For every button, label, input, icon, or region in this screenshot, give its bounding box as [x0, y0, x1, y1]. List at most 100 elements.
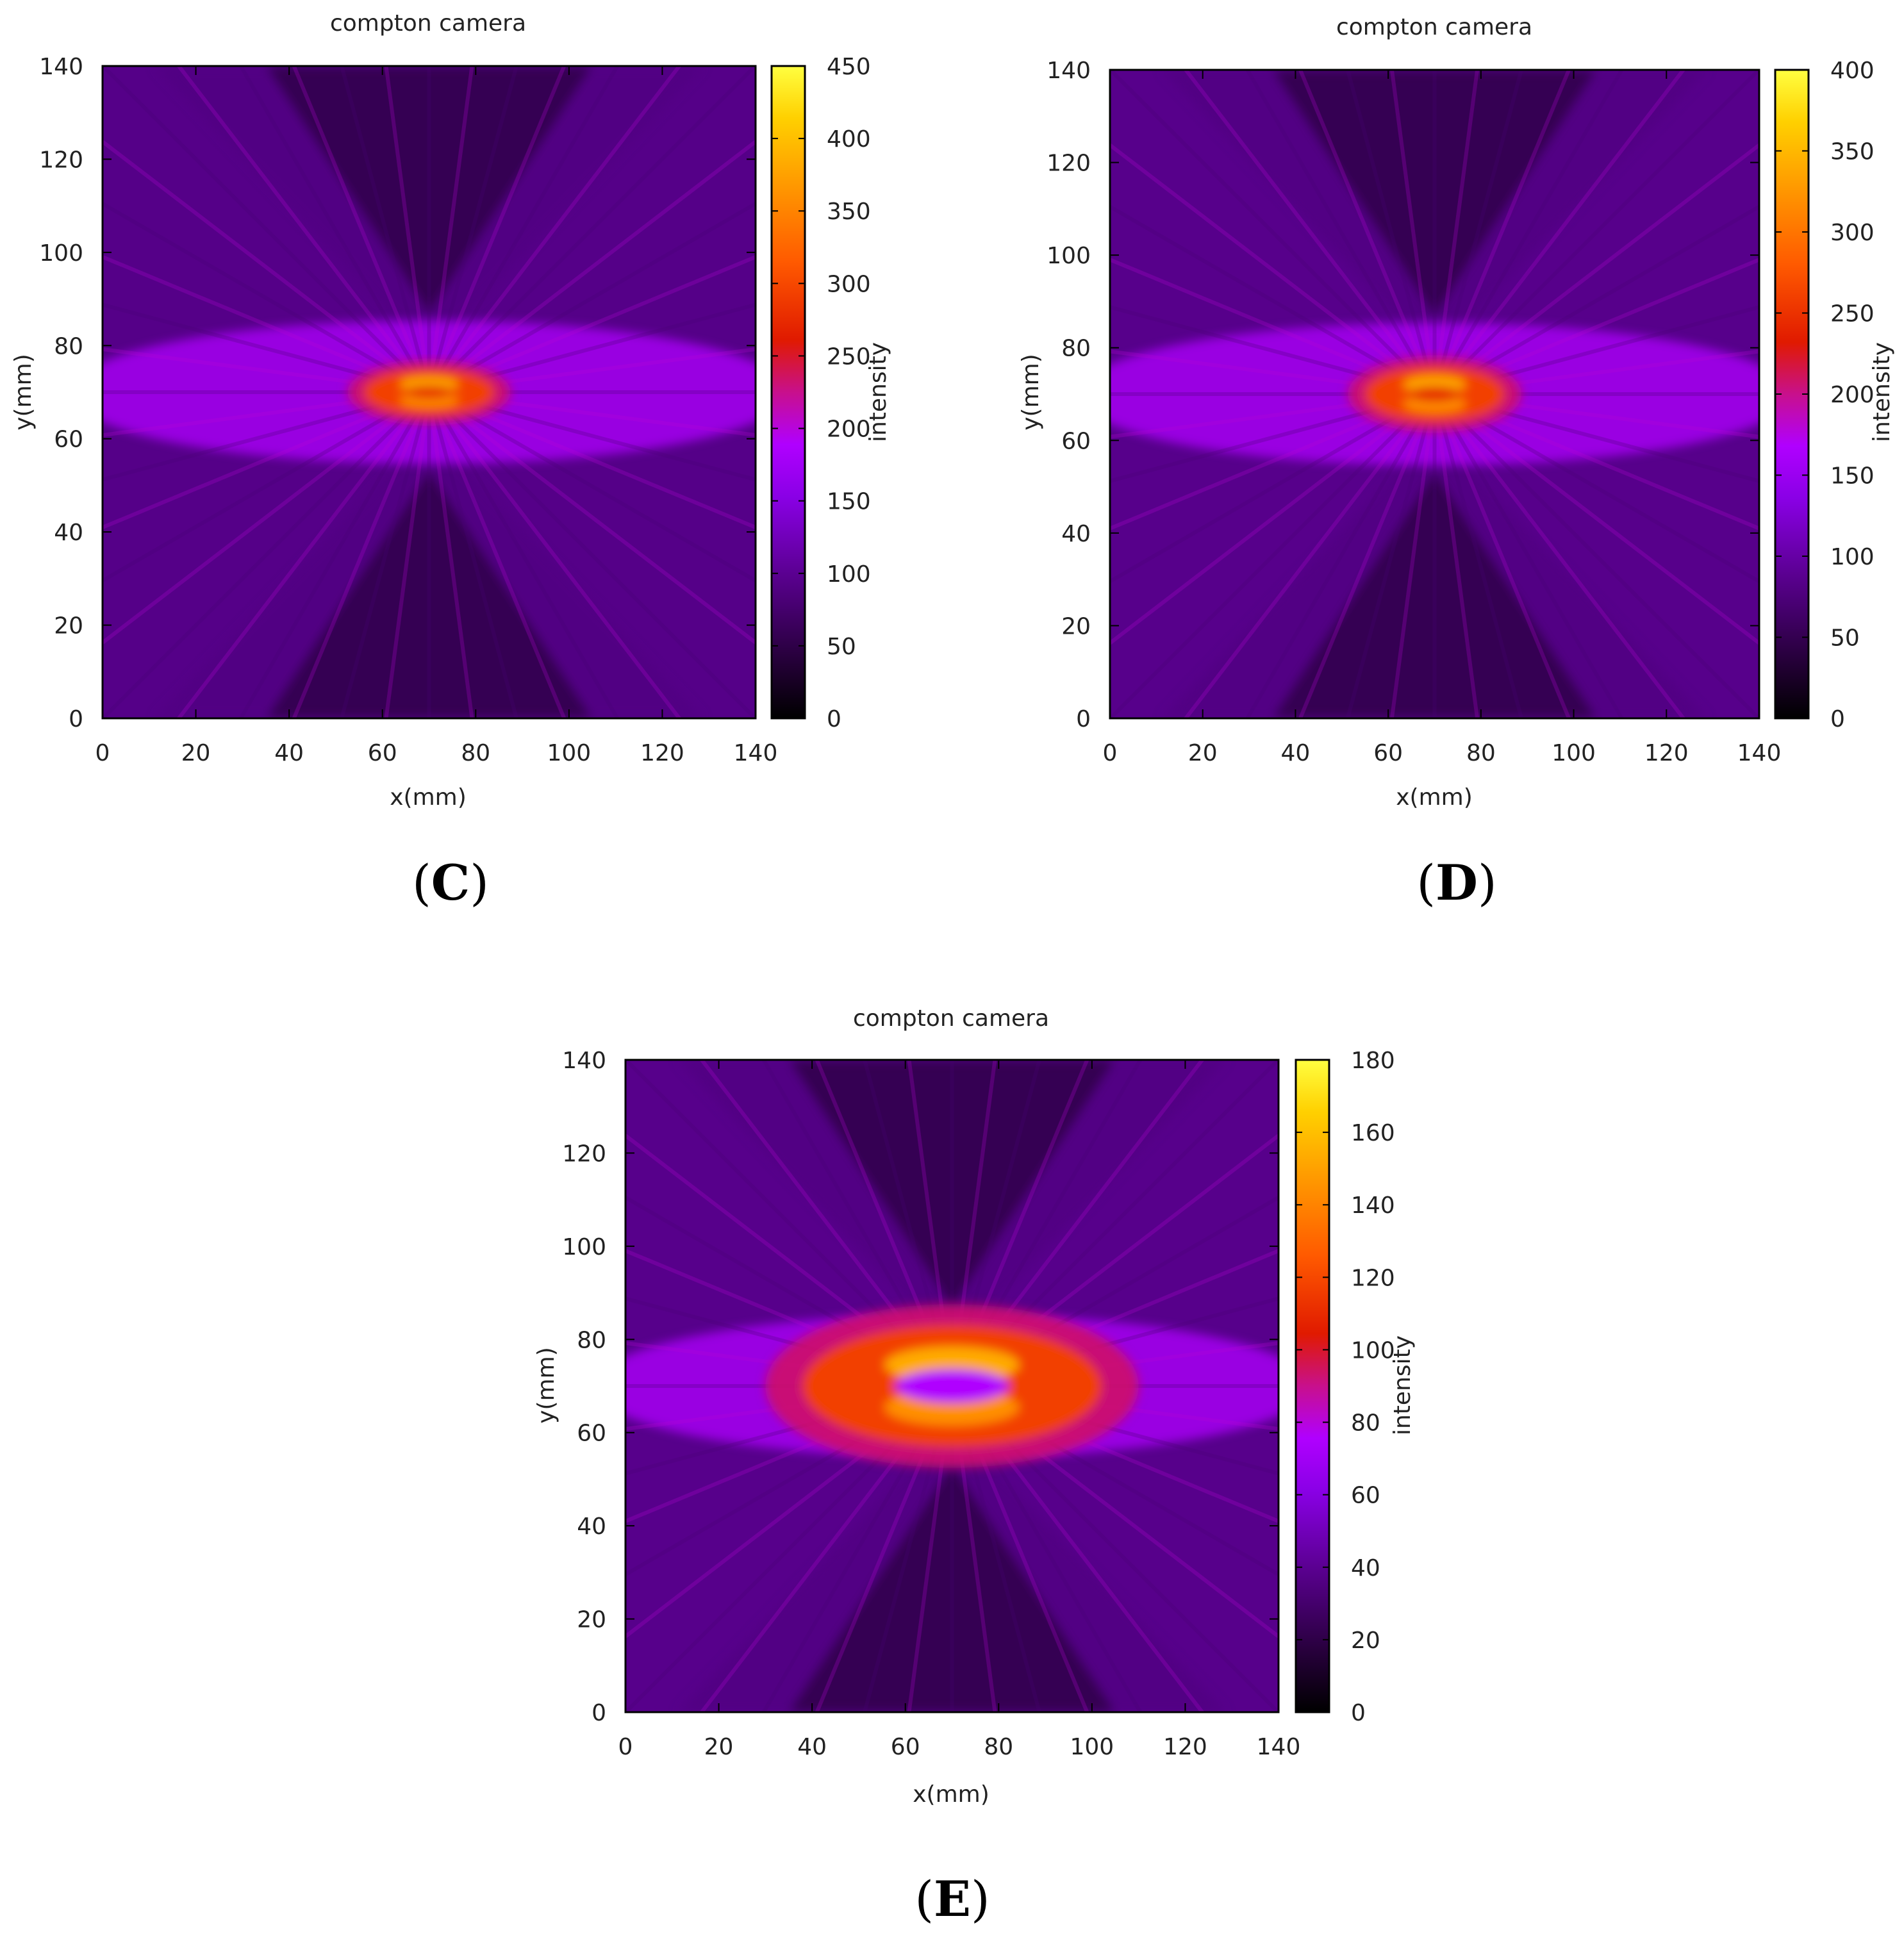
x-tick-label: 100 — [547, 740, 591, 766]
colorbar-tick-label: 400 — [827, 126, 871, 153]
radial-streak — [761, 1060, 954, 1387]
radial-streak — [1432, 70, 1571, 395]
x-tick-label: 40 — [1281, 740, 1311, 766]
radial-streak — [1434, 392, 1759, 584]
y-axis: 0 20 40 60 80 100 120 140 — [562, 1048, 1279, 1726]
colorbar-tick-label: 100 — [1351, 1337, 1395, 1364]
y-axis-label: y(mm) — [533, 1347, 559, 1424]
radial-streak — [950, 1385, 1089, 1712]
radial-streak — [1389, 393, 1437, 718]
radial-streak — [1110, 392, 1436, 646]
colorbar-gradient — [770, 65, 806, 720]
radial-streak — [428, 254, 756, 394]
radial-streak — [103, 390, 430, 482]
radial-streak — [1432, 393, 1625, 718]
x-tick-label: 0 — [618, 1734, 633, 1760]
radial-streak — [103, 254, 430, 394]
x-axis: 0 20 40 60 80 100 120 140 — [95, 66, 778, 766]
radial-streak — [428, 201, 756, 394]
radial-streak — [427, 66, 756, 394]
y-tick-label: 0 — [69, 706, 83, 732]
panel-label-d: (D) — [1416, 854, 1496, 911]
radial-streak — [1110, 349, 1435, 396]
radial-streak — [427, 392, 474, 718]
dark-core-top — [1272, 70, 1597, 317]
radial-streak — [427, 390, 756, 718]
colorbar-label: intensity — [1389, 1335, 1416, 1435]
radial-streak — [176, 66, 431, 393]
x-tick-label: 20 — [181, 740, 211, 766]
dark-core-bottom — [265, 470, 593, 718]
radial-streak — [1110, 392, 1436, 531]
radial-streak — [950, 1060, 997, 1387]
y-tick-label: 60 — [577, 1421, 606, 1447]
x-tick-label: 60 — [368, 740, 397, 766]
x-tick-label: 120 — [640, 740, 684, 766]
radial-streak — [1434, 305, 1759, 396]
panel-label-c: (C) — [412, 854, 489, 911]
radial-streak — [1345, 70, 1437, 395]
x-tick-label: 140 — [1737, 740, 1782, 766]
radial-streak — [427, 66, 620, 393]
radial-streak — [292, 66, 431, 393]
x-tick-label: 80 — [984, 1734, 1013, 1760]
y-tick-label: 40 — [1061, 521, 1091, 547]
colorbar-tick-label: 150 — [1830, 463, 1875, 490]
y-tick-label: 100 — [1047, 243, 1091, 269]
radial-streak — [950, 1385, 1205, 1712]
y-axis-label: y(mm) — [10, 354, 37, 431]
radial-streak — [103, 302, 430, 394]
radial-streak — [1432, 70, 1625, 395]
colorbar: 0 50 100 150 200 250 300 350 400 450 — [770, 54, 871, 732]
radial-streak — [815, 1385, 954, 1712]
colorbar: 0 50 100 150 200 250 300 350 400 — [1774, 58, 1875, 732]
colorbar-tick-label: 0 — [1830, 706, 1845, 732]
colorbar-tick-label: 250 — [827, 343, 871, 370]
radial-streak — [1434, 204, 1759, 396]
radial-streak — [103, 66, 431, 394]
radial-streak — [103, 390, 431, 645]
radial-streak — [1389, 70, 1437, 395]
y-tick-label: 120 — [1047, 151, 1091, 177]
x-tick-label: 100 — [1070, 1734, 1114, 1760]
radial-streak — [1183, 393, 1436, 718]
x-tick-label: 20 — [1188, 740, 1218, 766]
y-tick-label: 100 — [562, 1234, 606, 1260]
x-tick-label: 60 — [1373, 740, 1403, 766]
radial-streak — [103, 390, 431, 583]
radial-streak — [429, 347, 756, 394]
radial-streak — [950, 1060, 1041, 1387]
radial-streak — [1298, 70, 1437, 395]
x-axis-label: x(mm) — [913, 1781, 989, 1808]
y-tick-label: 80 — [1061, 336, 1091, 362]
radial-streak — [427, 66, 567, 393]
radial-streak — [950, 1060, 1089, 1387]
colorbar-tick-label: 300 — [827, 271, 871, 297]
colorbar-tick-label: 250 — [1830, 301, 1875, 327]
x-tick-label: 140 — [734, 740, 778, 766]
radial-streak — [761, 1385, 954, 1712]
radial-streak — [427, 66, 682, 393]
radial-streak — [863, 1385, 954, 1712]
x-tick-label: 40 — [797, 1734, 827, 1760]
radial-streak — [103, 201, 431, 394]
x-axis-label: x(mm) — [1396, 784, 1473, 811]
y-tick-label: 80 — [54, 333, 83, 359]
colorbar-tick-label: 400 — [1830, 58, 1875, 84]
radial-streak — [1110, 305, 1436, 396]
radial-streak — [1432, 393, 1571, 718]
radial-streak — [103, 390, 429, 438]
y-tick-label: 140 — [39, 54, 83, 80]
colorbar-tick-label: 350 — [827, 199, 871, 225]
radial-streak — [1345, 393, 1437, 718]
radial-streak — [427, 391, 567, 718]
radial-streak — [428, 302, 756, 394]
radial-streak — [427, 390, 756, 645]
radial-streak — [1434, 392, 1759, 439]
y-axis: 0 20 40 60 80 100 120 140 — [39, 54, 756, 732]
x-tick-label: 0 — [95, 740, 110, 766]
radial-streak — [1183, 70, 1436, 395]
x-tick-label: 100 — [1552, 740, 1596, 766]
colorbar-tick-label: 100 — [827, 561, 871, 588]
